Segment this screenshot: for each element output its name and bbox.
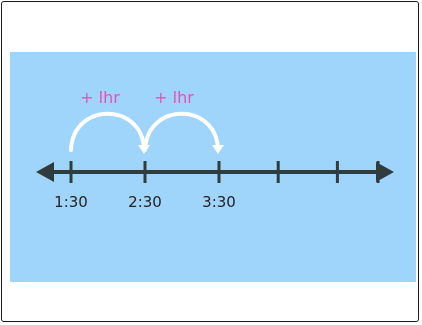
hop-arrowhead-icon <box>212 145 224 154</box>
tick-label: 3:30 <box>202 193 236 211</box>
hop-arc <box>69 111 146 152</box>
hop-label: + lhr <box>80 88 120 107</box>
tick-label: 1:30 <box>54 193 88 211</box>
diagram-panel <box>10 52 416 282</box>
tick-label: 2:30 <box>128 193 162 211</box>
hop-arc <box>143 111 220 152</box>
hop-label: + lhr <box>154 88 194 107</box>
right-arrowhead-icon <box>376 162 394 182</box>
left-arrowhead-icon <box>36 162 54 182</box>
